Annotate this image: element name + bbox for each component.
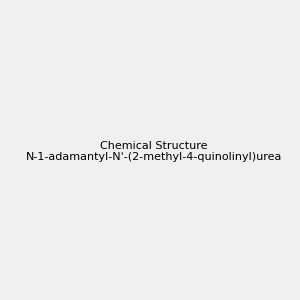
Text: Chemical Structure
N-1-adamantyl-N'-(2-methyl-4-quinolinyl)urea: Chemical Structure N-1-adamantyl-N'-(2-m…	[26, 141, 282, 162]
